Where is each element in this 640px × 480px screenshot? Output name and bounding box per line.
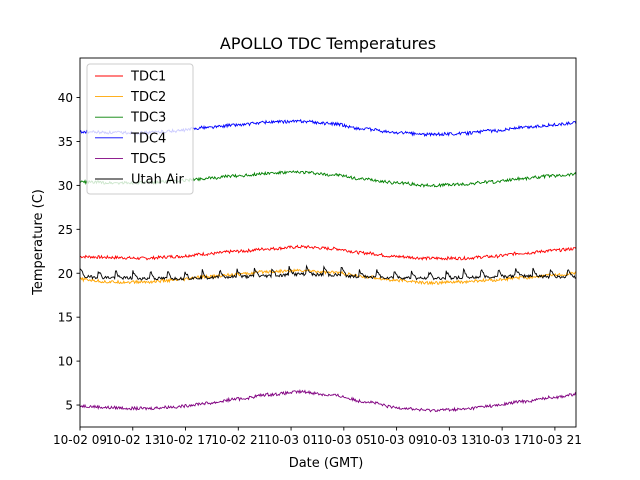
x-tick-label: 10-03 21 <box>528 433 582 447</box>
x-tick-label: 10-03 01 <box>264 433 318 447</box>
legend-label-tdc1: TDC1 <box>130 70 166 85</box>
y-tick-label: 20 <box>58 267 73 281</box>
y-tick-label: 5 <box>65 399 73 413</box>
chart-title: APOLLO TDC Temperatures <box>220 34 436 53</box>
y-tick-label: 30 <box>58 179 73 193</box>
x-tick-label: 10-02 13 <box>106 433 160 447</box>
x-tick-label: 10-03 05 <box>317 433 371 447</box>
legend: TDC1 TDC2 TDC3 TDC4 TDC5 Utah Air <box>86 63 194 195</box>
series-line-tdc5 <box>79 388 577 413</box>
plot-frame <box>79 57 577 428</box>
legend-label-tdc3: TDC3 <box>130 111 166 126</box>
x-tick-label: 10-03 17 <box>475 433 529 447</box>
legend-label-tdc2: TDC2 <box>130 90 166 105</box>
series-line-utah-air <box>79 264 577 281</box>
legend-label-tdc5: TDC5 <box>130 152 166 167</box>
y-axis-label: Temperature (C) <box>31 189 46 296</box>
x-axis-label: Date (GMT) <box>289 456 364 471</box>
x-tick-label: 10-02 17 <box>159 433 213 447</box>
x-tick-label: 10-03 13 <box>422 433 476 447</box>
x-tick-label: 10-02 09 <box>53 433 107 447</box>
y-tick-label: 35 <box>58 135 73 149</box>
y-tick-label: 10 <box>58 355 73 369</box>
series-line-tdc1 <box>79 244 577 261</box>
y-tick-label: 15 <box>58 311 73 325</box>
legend-label-utah-air: Utah Air <box>131 173 184 188</box>
legend-label-tdc4: TDC4 <box>130 131 166 146</box>
y-tick-label: 40 <box>58 91 73 105</box>
y-tick-label: 25 <box>58 223 73 237</box>
x-tick-label: 10-02 21 <box>211 433 265 447</box>
x-tick-label: 10-03 09 <box>370 433 424 447</box>
